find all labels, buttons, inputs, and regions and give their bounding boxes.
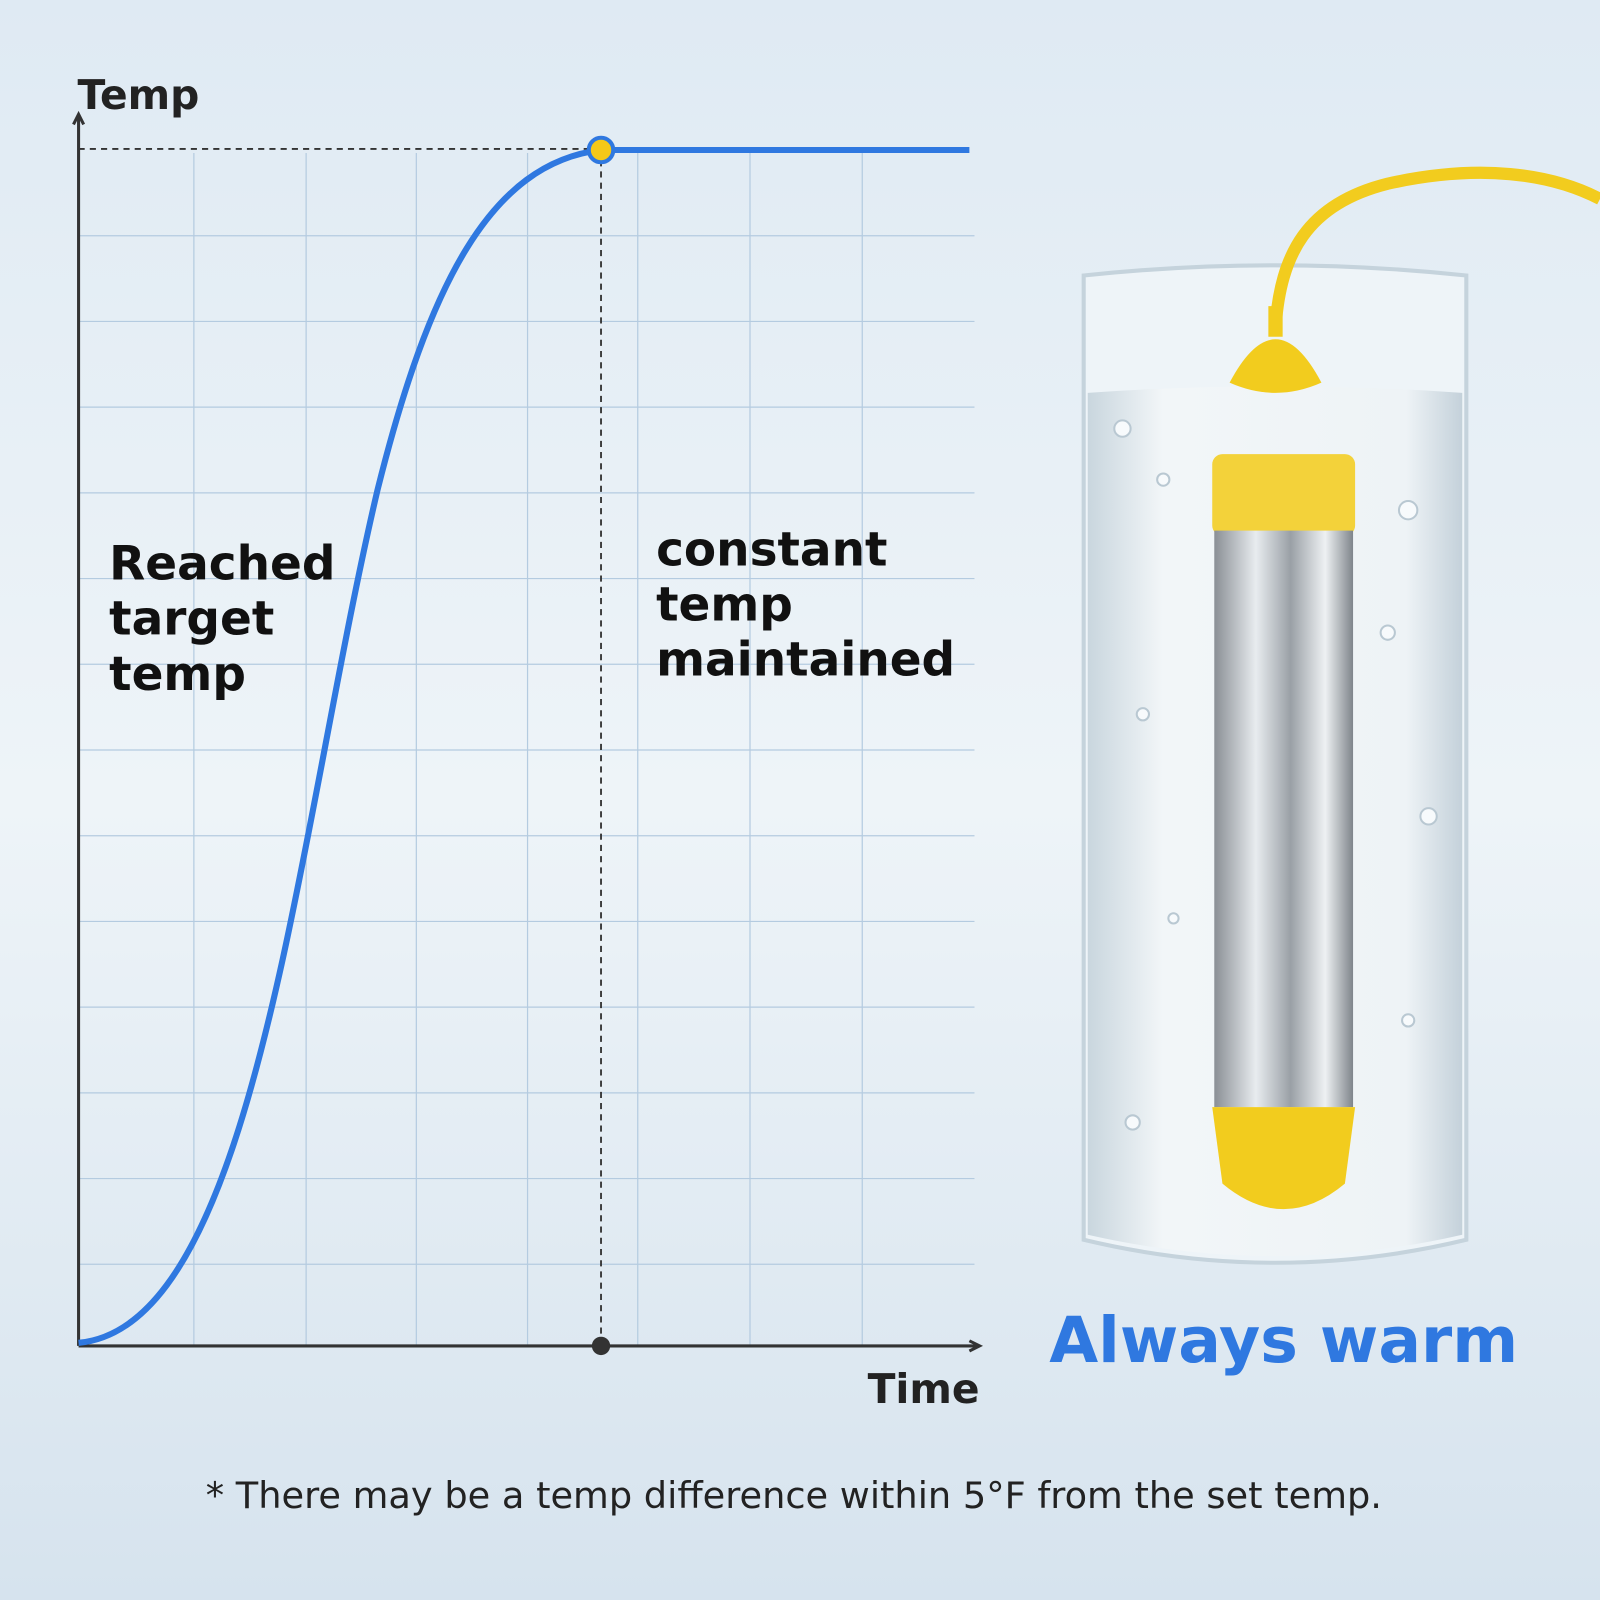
left-note: target [109,592,274,647]
right-note: maintained [656,633,955,688]
axes [72,110,984,1353]
glass-illustration [1081,166,1600,1265]
guide-lines [78,148,603,1346]
footnote: * There may be a temp difference within … [206,1474,1382,1517]
headline: Always warm [1049,1303,1518,1377]
temp-curve [78,146,970,1346]
target-point [586,135,616,165]
right-note: temp [656,577,793,632]
x-axis-label: Time [868,1365,980,1413]
left-note: temp [109,647,246,702]
time-point [591,1336,611,1356]
left-note: Reached [109,537,335,592]
right-note: constant [656,522,887,577]
y-axis-label: Temp [78,71,200,119]
